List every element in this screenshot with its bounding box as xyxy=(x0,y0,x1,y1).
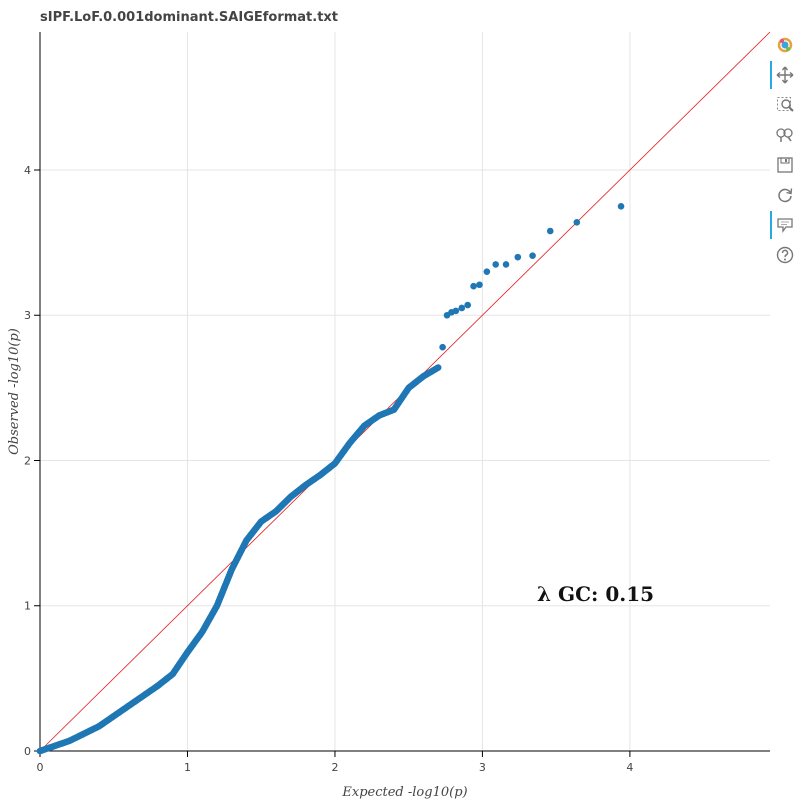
x-tick-label: 3 xyxy=(479,761,486,774)
data-point xyxy=(439,343,446,351)
pan-icon xyxy=(776,66,794,84)
save-icon xyxy=(777,157,793,173)
data-point xyxy=(483,268,491,275)
data-point xyxy=(458,304,466,312)
data-point xyxy=(452,307,460,315)
lambda-gc-annotation: λ GC: 0.15 xyxy=(537,582,654,606)
box-zoom-tool[interactable] xyxy=(770,90,800,120)
y-tick-label: 0 xyxy=(24,745,31,758)
wheel-zoom-icon xyxy=(776,128,793,142)
y-axis-label: Observed -log10(p) xyxy=(7,328,22,455)
help-tool[interactable] xyxy=(770,240,800,270)
data-point xyxy=(492,261,499,268)
x-tick-label: 0 xyxy=(37,761,44,774)
x-tick-label: 2 xyxy=(331,761,338,774)
data-point xyxy=(470,282,477,290)
box-zoom-icon xyxy=(777,97,794,112)
bokeh-logo-tool[interactable] xyxy=(770,30,800,60)
data-point xyxy=(617,203,625,210)
save-tool[interactable] xyxy=(770,150,800,180)
data-point xyxy=(502,261,510,268)
plot-toolbar xyxy=(770,30,800,270)
data-point xyxy=(529,252,536,259)
reset-tool[interactable] xyxy=(770,180,800,210)
data-point xyxy=(476,281,483,289)
bokeh-logo-icon xyxy=(777,37,793,53)
chart-title: sIPF.LoF.0.001dominant.SAIGEformat.txt xyxy=(40,10,339,25)
x-axis-label: Expected -log10(p) xyxy=(341,785,467,800)
hover-icon xyxy=(777,218,793,233)
data-point xyxy=(434,364,442,371)
y-tick-label: 1 xyxy=(24,600,31,613)
data-points xyxy=(36,203,625,755)
x-tick-label: 4 xyxy=(626,761,633,774)
wheel-zoom-tool[interactable] xyxy=(770,120,800,150)
x-tick-label: 1 xyxy=(184,761,191,774)
y-tick-label: 2 xyxy=(24,454,31,467)
data-point xyxy=(546,227,554,235)
data-point xyxy=(573,218,581,226)
data-point xyxy=(464,301,471,309)
reset-icon xyxy=(778,188,793,203)
axes: 0 1 2 3 4 0 1 2 3 4 xyxy=(24,32,770,774)
hover-tool[interactable] xyxy=(770,210,800,240)
data-point xyxy=(514,253,522,261)
help-icon xyxy=(776,246,794,264)
y-tick-label: 3 xyxy=(24,309,31,322)
y-tick-label: 4 xyxy=(24,164,31,177)
pan-tool[interactable] xyxy=(770,60,800,90)
